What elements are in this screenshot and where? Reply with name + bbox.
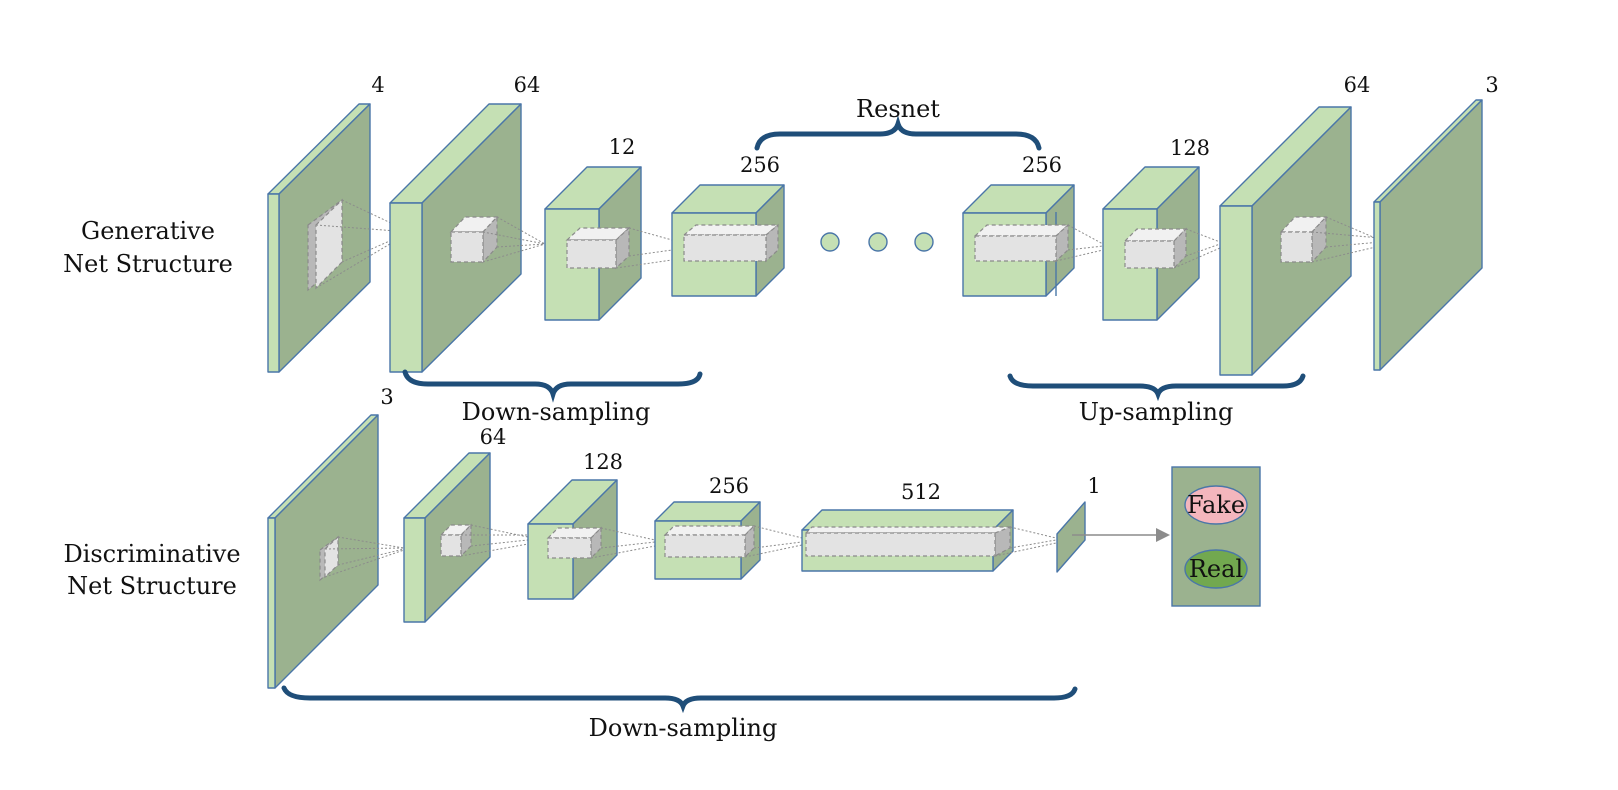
disc-kernel-2	[439, 523, 473, 558]
disc-number-5: 512	[901, 480, 941, 504]
discriminator-label-line1: Discriminative	[63, 540, 240, 568]
disc-layer-5	[801, 509, 1057, 572]
real-label: Real	[1189, 555, 1243, 583]
disc-number-1: 3	[380, 385, 393, 409]
gen-layer-3	[544, 166, 673, 321]
fake-label: Fake	[1187, 491, 1245, 519]
disc-layer-4	[654, 501, 803, 580]
gen-layer-4	[671, 184, 785, 297]
gen-kernel-6	[1123, 227, 1188, 270]
gen-number-4: 256	[740, 153, 780, 177]
gen-number-7: 64	[1344, 73, 1371, 97]
gen-kernel-3	[565, 226, 631, 270]
disc-kernel-5	[804, 526, 1012, 557]
disc-kernel-3	[546, 526, 603, 560]
gen-layer-6	[1102, 166, 1221, 321]
disc-layer-6	[1056, 501, 1086, 573]
fake-ellipse	[1184, 485, 1248, 525]
gen-number-6: 128	[1170, 136, 1210, 160]
disc-layer-1	[267, 414, 405, 689]
gen-kernel-7	[1279, 215, 1328, 264]
resnet-dot-1	[820, 232, 840, 252]
disc-layer-3	[527, 479, 656, 600]
gen-number-2: 64	[514, 73, 541, 97]
disc-number-6: 1	[1087, 474, 1100, 498]
output-arrow	[1072, 528, 1170, 542]
gen-number-8: 3	[1485, 73, 1498, 97]
gen-layer-2	[389, 103, 546, 373]
real-ellipse	[1184, 549, 1248, 589]
disc-number-3: 128	[583, 450, 623, 474]
gen-layer-7	[1219, 106, 1381, 376]
disc-number-2: 64	[480, 425, 507, 449]
gen-downsampling-label: Down-sampling	[462, 398, 651, 426]
gen-number-1: 4	[371, 73, 384, 97]
gen-upsampling-brace	[1007, 373, 1306, 402]
gen-upsampling-label: Up-sampling	[1079, 398, 1234, 426]
gen-layer-8	[1373, 99, 1483, 371]
disc-number-4: 256	[709, 474, 749, 498]
disc-downsampling-brace	[281, 685, 1078, 714]
resnet-label: Resnet	[856, 95, 940, 123]
disc-layer-2	[403, 452, 529, 623]
gen-kernel-4	[682, 223, 780, 263]
resnet-brace	[754, 115, 1042, 151]
resnet-dot-2	[868, 232, 888, 252]
gen-number-5: 256	[1022, 153, 1062, 177]
discriminator-label-line2: Net Structure	[67, 572, 237, 600]
gen-downsampling-brace	[402, 369, 703, 403]
resnet-dot-3	[914, 232, 934, 252]
output-box: Fake Real	[1171, 466, 1261, 607]
gen-layer-1	[267, 103, 411, 373]
gen-layer-5	[962, 184, 1104, 297]
gen-kernel-1	[307, 198, 343, 292]
disc-downsampling-label: Down-sampling	[589, 714, 778, 742]
disc-kernel-4	[663, 524, 756, 559]
gen-number-3: 12	[609, 135, 636, 159]
gen-kernel-5	[973, 223, 1070, 263]
generator-label-line2: Net Structure	[63, 250, 233, 278]
generator-label-line1: Generative	[81, 217, 215, 245]
